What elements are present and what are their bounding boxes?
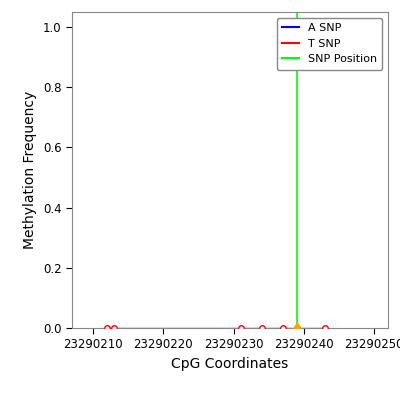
X-axis label: CpG Coordinates: CpG Coordinates xyxy=(171,357,289,371)
Legend: A SNP, T SNP, SNP Position: A SNP, T SNP, SNP Position xyxy=(277,18,382,70)
Y-axis label: Methylation Frequency: Methylation Frequency xyxy=(24,91,38,249)
